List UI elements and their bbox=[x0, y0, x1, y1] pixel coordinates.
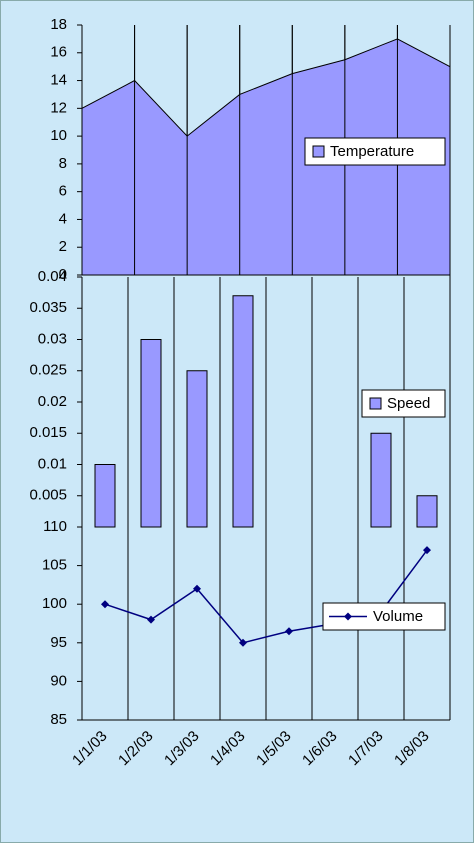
legend-label: Volume bbox=[373, 608, 423, 625]
bar bbox=[186, 370, 208, 528]
y-tick-label: 6 bbox=[59, 183, 67, 200]
y-tick-label: 100 bbox=[42, 595, 67, 612]
y-tick-label: 0.025 bbox=[29, 362, 67, 379]
y-tick-label: 0.01 bbox=[38, 455, 67, 472]
y-tick-label: 90 bbox=[50, 672, 67, 689]
y-tick-label: 0 bbox=[59, 266, 67, 283]
y-tick-label: 18 bbox=[50, 16, 67, 33]
marker bbox=[285, 627, 293, 636]
y-tick-label: 0.02 bbox=[38, 393, 67, 410]
marker bbox=[423, 546, 431, 555]
y-tick-label: 16 bbox=[50, 44, 67, 61]
legend-label: Temperature bbox=[330, 143, 414, 160]
y-tick-label: 105 bbox=[42, 557, 67, 574]
y-tick-label: 12 bbox=[50, 99, 67, 116]
y-tick-label: 14 bbox=[50, 72, 67, 89]
bar bbox=[232, 295, 254, 528]
bar bbox=[140, 339, 162, 528]
y-tick-label: 95 bbox=[50, 634, 67, 651]
y-tick-label: 85 bbox=[50, 711, 67, 728]
marker bbox=[239, 638, 247, 647]
legend-box bbox=[304, 137, 446, 166]
bar bbox=[416, 495, 438, 528]
bar bbox=[370, 432, 392, 528]
y-tick-label: 110 bbox=[43, 518, 67, 535]
bar bbox=[94, 464, 116, 528]
legend-swatch bbox=[312, 145, 325, 158]
marker bbox=[193, 584, 201, 593]
y-tick-label: 0.035 bbox=[29, 299, 67, 316]
y-tick-label: 0.005 bbox=[29, 487, 67, 504]
legend-label: Speed bbox=[387, 395, 430, 412]
y-tick-label: 8 bbox=[59, 155, 67, 172]
y-tick-label: 0.04 bbox=[38, 268, 67, 285]
marker bbox=[101, 600, 109, 609]
y-tick-label: 10 bbox=[50, 127, 67, 144]
legend-marker bbox=[344, 612, 352, 621]
marker bbox=[147, 615, 155, 624]
legend-swatch bbox=[369, 397, 382, 410]
y-tick-label: 0.03 bbox=[38, 330, 67, 347]
y-tick-label: 2 bbox=[59, 238, 67, 255]
y-tick-label: 4 bbox=[59, 210, 67, 227]
y-tick-label: 0.015 bbox=[29, 424, 67, 441]
